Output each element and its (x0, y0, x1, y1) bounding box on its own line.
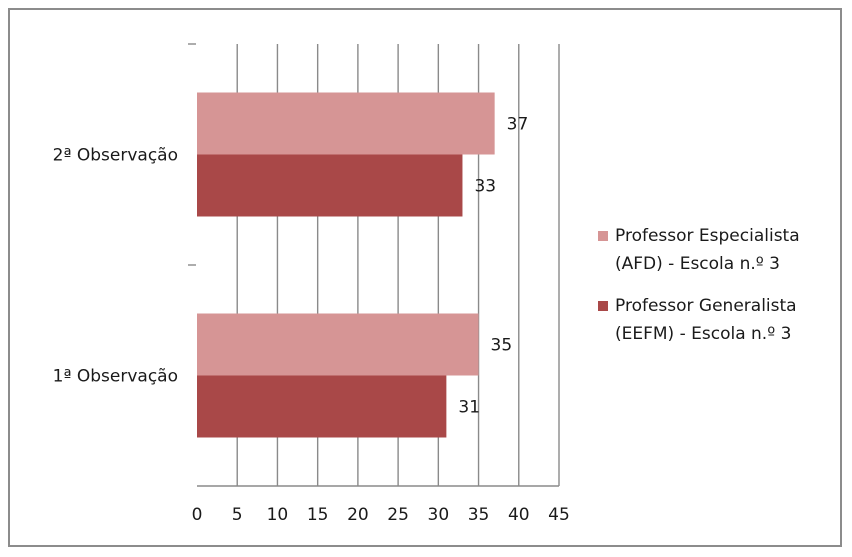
data-label: 31 (458, 398, 480, 418)
legend-swatch (598, 301, 608, 311)
data-label: 37 (507, 115, 529, 135)
x-tick-label: 45 (548, 505, 570, 525)
labels: 0 5 10 15 20 25 30 35 40 45 35 31 1ª Observação 37 33 2… (53, 115, 570, 526)
bar (197, 375, 447, 438)
legend-item: Professor Generalista (EEFM) - Escola n.… (598, 292, 848, 348)
legend-swatch (598, 231, 608, 241)
x-tick-label: 10 (267, 505, 289, 525)
data-label: 35 (491, 336, 513, 356)
legend-label: Professor Generalista (EEFM) - Escola n.… (615, 296, 797, 344)
category-label: 2ª Observação (53, 146, 178, 166)
category-label: 1ª Observação (53, 367, 178, 387)
data-label: 33 (474, 177, 496, 197)
x-tick-label: 40 (508, 505, 530, 525)
legend: Professor Especialista (AFD) - Escola n.… (598, 222, 848, 362)
legend-item: Professor Especialista (AFD) - Escola n.… (598, 222, 848, 278)
x-tick-label: 30 (428, 505, 450, 525)
x-tick-label: 35 (468, 505, 490, 525)
x-tick-label: 15 (307, 505, 329, 525)
bar (197, 154, 463, 217)
legend-label: Professor Especialista (AFD) - Escola n.… (615, 226, 800, 274)
bars (197, 92, 495, 438)
x-tick-label: 20 (347, 505, 369, 525)
x-tick-label: 5 (232, 505, 243, 525)
x-tick-label: 0 (192, 505, 203, 525)
x-tick-label: 25 (387, 505, 409, 525)
bar (197, 92, 495, 155)
axis (188, 43, 559, 487)
bar (197, 313, 479, 376)
